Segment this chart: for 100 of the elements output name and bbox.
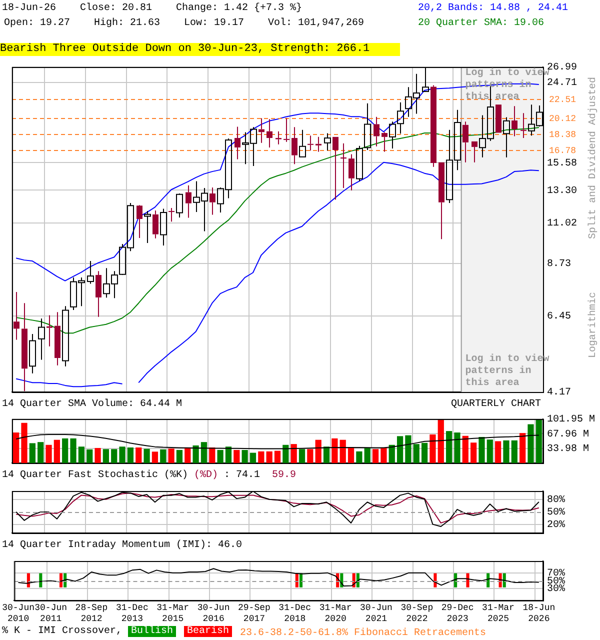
ref-line-label: 18.38 (549, 130, 576, 140)
bar (421, 442, 428, 463)
candlestick (374, 116, 380, 147)
candlestick (22, 302, 28, 392)
bar (209, 447, 216, 463)
series-label: (%K) (164, 470, 190, 481)
bar (307, 449, 314, 463)
bar (136, 447, 142, 463)
bar (111, 449, 118, 463)
text: Bearish (184, 626, 232, 637)
text: Logarithmic (588, 292, 600, 358)
bar (78, 446, 84, 463)
candlestick (38, 318, 45, 360)
candlestick (160, 208, 167, 246)
y-tick-label: 101.95 M (547, 414, 596, 426)
bar (176, 450, 183, 463)
candlestick (472, 141, 478, 163)
text: 23.6-38.2-50-61.8% Fibonacci Retracements (240, 628, 486, 640)
bar (495, 441, 502, 463)
bar (144, 448, 150, 463)
candlestick (332, 136, 338, 200)
bar (200, 442, 208, 463)
candlestick (258, 118, 264, 144)
text: 20,2 Bands: 14.88 , 24.41 (418, 3, 568, 15)
bar (511, 440, 518, 463)
bar (119, 446, 126, 463)
x-tick-label: 31-Mar 2020 (319, 603, 352, 624)
bar (225, 446, 232, 463)
y-tick-label: 15.58 (547, 158, 578, 170)
candlestick (364, 102, 371, 151)
y-axis-title: Split and Dividend Adjusted (588, 77, 600, 240)
candlestick (438, 162, 444, 240)
bar (29, 443, 36, 463)
x-tick-label: 30-Jun 2010 (2, 603, 34, 624)
bar (217, 450, 224, 463)
bar (380, 448, 387, 463)
bar (364, 448, 370, 463)
bar (413, 444, 420, 463)
bar (70, 438, 76, 463)
candlestick (87, 260, 94, 284)
x-tick-label: 30-Jun 2021 (360, 603, 392, 624)
candlestick (144, 210, 151, 244)
bar (356, 451, 362, 463)
bar (454, 432, 460, 463)
x-tick-label: 29-Sep 2017 (238, 603, 270, 624)
candlestick (46, 314, 52, 347)
candlestick (324, 132, 331, 152)
chart-subtitle: Open: 19.27 High: 21.63 Low: 19.17 Vol: 101,947,269 (4, 18, 364, 30)
x-tick-label: 31-Dec 2018 (278, 603, 312, 624)
y-tick-label: 24.71 (547, 78, 578, 89)
x-tick-label: 31-Dec 2013 (116, 603, 148, 624)
bar (54, 440, 60, 463)
y-tick-label: 20% (547, 520, 566, 532)
y-tick-label: 8.73 (547, 259, 572, 270)
text: Bearish Three Outside Down on 30-Jun-23, Strength: 266.1 (0, 43, 400, 56)
legend-title: % K - IMI Crossover, (2, 626, 124, 637)
y-tick-label: 33.98 M (547, 444, 590, 455)
candlestick (308, 135, 314, 152)
candlestick (266, 118, 272, 148)
ref-line-label: 20.12 (549, 114, 576, 124)
candlestick (186, 184, 192, 218)
candlestick (284, 118, 290, 142)
bar (38, 442, 44, 463)
y-tick-label: 80% (547, 495, 566, 506)
bar (258, 451, 264, 463)
bar (184, 447, 191, 463)
bar (127, 447, 134, 463)
text: : 74.1 (224, 470, 262, 481)
bar (298, 449, 306, 463)
x-tick-label: 31-Mar 2025 (482, 603, 514, 624)
bar (388, 444, 395, 463)
bar (160, 449, 166, 463)
bar (528, 424, 534, 463)
candlestick (168, 208, 174, 222)
bar (438, 419, 444, 463)
chart-title: 14 Quarter SMA Volume: 64.44 M (2, 399, 182, 411)
text: Bullish (128, 626, 176, 637)
bar (486, 440, 493, 463)
text: 20 Quarter SMA: 19.06 (418, 18, 544, 30)
bar (21, 422, 28, 463)
candlestick (29, 333, 36, 374)
x-tick-label: 29-Dec 2023 (441, 603, 474, 624)
chart-title: 14 Quarter Intraday Momentum (IMI): 46.0 (2, 540, 242, 552)
bar (332, 438, 338, 463)
bar (503, 440, 510, 463)
candlestick (348, 154, 354, 191)
chart-title: 14 Quarter Fast Stochastic (2, 470, 158, 482)
bar (266, 451, 272, 463)
bar (46, 444, 52, 463)
bar (192, 445, 199, 463)
candlestick (462, 121, 468, 163)
bar (290, 444, 297, 463)
candlestick (503, 116, 510, 158)
bar (405, 435, 412, 463)
text: QUARTERLY CHART (450, 399, 541, 411)
bar (250, 452, 256, 463)
bar (62, 438, 68, 463)
bar (274, 450, 281, 463)
bar (470, 442, 477, 463)
candlestick (520, 112, 526, 138)
